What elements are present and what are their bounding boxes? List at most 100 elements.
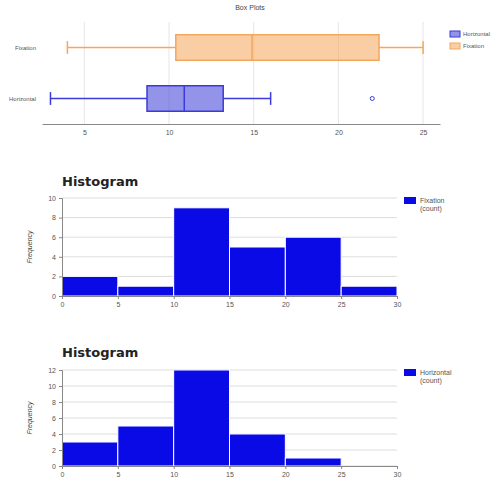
tick: 10	[170, 296, 178, 308]
tick-mark	[397, 466, 398, 469]
chart: HistogramFrequency0510152025300246810Fix…	[26, 174, 445, 308]
legend-swatch	[404, 197, 416, 204]
whisker-low	[67, 47, 175, 49]
median	[184, 86, 186, 112]
tick: 5	[116, 296, 120, 308]
tick-label: 30	[394, 471, 402, 478]
tick: 10	[48, 383, 62, 390]
tick-mark	[59, 466, 62, 467]
histogram-bar	[62, 276, 118, 296]
tick: 12	[48, 367, 62, 374]
tick: 4	[52, 431, 62, 438]
grid-line	[62, 198, 397, 199]
tick: 20	[282, 296, 290, 308]
tick-mark	[59, 237, 62, 238]
tick-mark	[59, 218, 62, 219]
tick: 2	[52, 447, 62, 454]
tick-label: 10	[170, 301, 178, 308]
tick-label: 15	[226, 471, 234, 478]
axis: 5 10 15 20 25	[43, 124, 441, 136]
tick-label: 25	[420, 129, 428, 136]
axis: 0 2 4 6 8 10	[48, 195, 62, 300]
chart-canvas: Box Plots510152025HorizontalFixationHori…	[0, 0, 500, 482]
legend-swatch	[404, 369, 416, 376]
tick-label: 20	[335, 129, 343, 136]
tick-mark	[59, 276, 62, 277]
outlier	[370, 97, 374, 101]
chart-title: Histogram	[62, 174, 138, 189]
histogram-bar	[341, 286, 397, 296]
box-body	[147, 86, 223, 112]
tick-label: 5	[116, 301, 120, 308]
plot-area	[62, 370, 341, 466]
legend-label: Fixation(count)	[420, 197, 445, 213]
tick-mark	[230, 466, 231, 469]
tick-mark	[285, 296, 286, 299]
tick-mark	[341, 296, 342, 299]
tick: 2	[52, 273, 62, 280]
tick: 25	[338, 466, 346, 478]
tick-label: 8	[52, 214, 56, 221]
histogram-bar	[174, 370, 230, 466]
tick-label: 20	[282, 301, 290, 308]
tick-label: 10	[170, 471, 178, 478]
tick-label: 2	[52, 447, 56, 454]
tick: 15	[226, 296, 234, 308]
tick-label: 5	[116, 471, 120, 478]
histogram-bar	[174, 208, 230, 296]
median	[251, 35, 253, 61]
chart-title: Box Plots	[235, 4, 265, 11]
tick: 15	[250, 124, 258, 136]
whisker-cap-low	[67, 41, 69, 54]
axis: 051015202530	[61, 296, 402, 308]
histogram-bar	[341, 466, 397, 467]
tick-mark	[59, 296, 62, 297]
legend-swatch	[450, 43, 460, 49]
tick-mark	[59, 434, 62, 435]
tick-label: 10	[48, 383, 56, 390]
tick: 6	[52, 415, 62, 422]
axis-title: Frequency	[26, 230, 34, 264]
tick: 0	[61, 296, 65, 308]
tick-label: 4	[52, 254, 56, 261]
chart: Box Plots510152025HorizontalFixationHori…	[9, 4, 490, 136]
legend-label: Horizontal(count)	[420, 369, 452, 385]
histogram-bar	[118, 286, 174, 296]
tick-label: 0	[52, 293, 56, 300]
whisker-cap-low	[50, 92, 52, 105]
whisker-cap-high	[270, 92, 272, 105]
tick: 5	[116, 466, 120, 478]
tick: 10	[170, 466, 178, 478]
tick-mark	[230, 296, 231, 299]
tick: 25	[420, 124, 428, 136]
tick: 20	[335, 124, 343, 136]
tick: 6	[52, 234, 62, 241]
tick: 5	[83, 124, 87, 136]
tick-label: 4	[52, 431, 56, 438]
axis-line	[63, 297, 398, 300]
tick-label: 15	[226, 301, 234, 308]
tick: 8	[52, 214, 62, 221]
whisker-cap-high	[422, 41, 424, 54]
tick-label: 0	[61, 301, 65, 308]
whisker-high	[223, 98, 270, 100]
tick: 25	[338, 296, 346, 308]
tick-label: 10	[166, 129, 174, 136]
tick: 10	[166, 124, 174, 136]
tick: 10	[48, 195, 62, 202]
legend-label: Horizontal	[463, 31, 490, 37]
tick-label: 20	[282, 471, 290, 478]
tick-mark	[59, 370, 62, 371]
tick-label: 12	[48, 367, 56, 374]
tick-label: 6	[52, 234, 56, 241]
tick-label: 0	[61, 471, 65, 478]
tick-mark	[341, 466, 342, 469]
tick: 0	[52, 293, 62, 300]
category-label: Horizontal	[9, 96, 36, 102]
axis-line	[43, 124, 441, 125]
whisker-high	[379, 47, 423, 49]
plot-area	[50, 35, 423, 112]
axis-line	[63, 467, 398, 470]
tick-label: 8	[52, 399, 56, 406]
histogram-bar	[118, 426, 174, 466]
